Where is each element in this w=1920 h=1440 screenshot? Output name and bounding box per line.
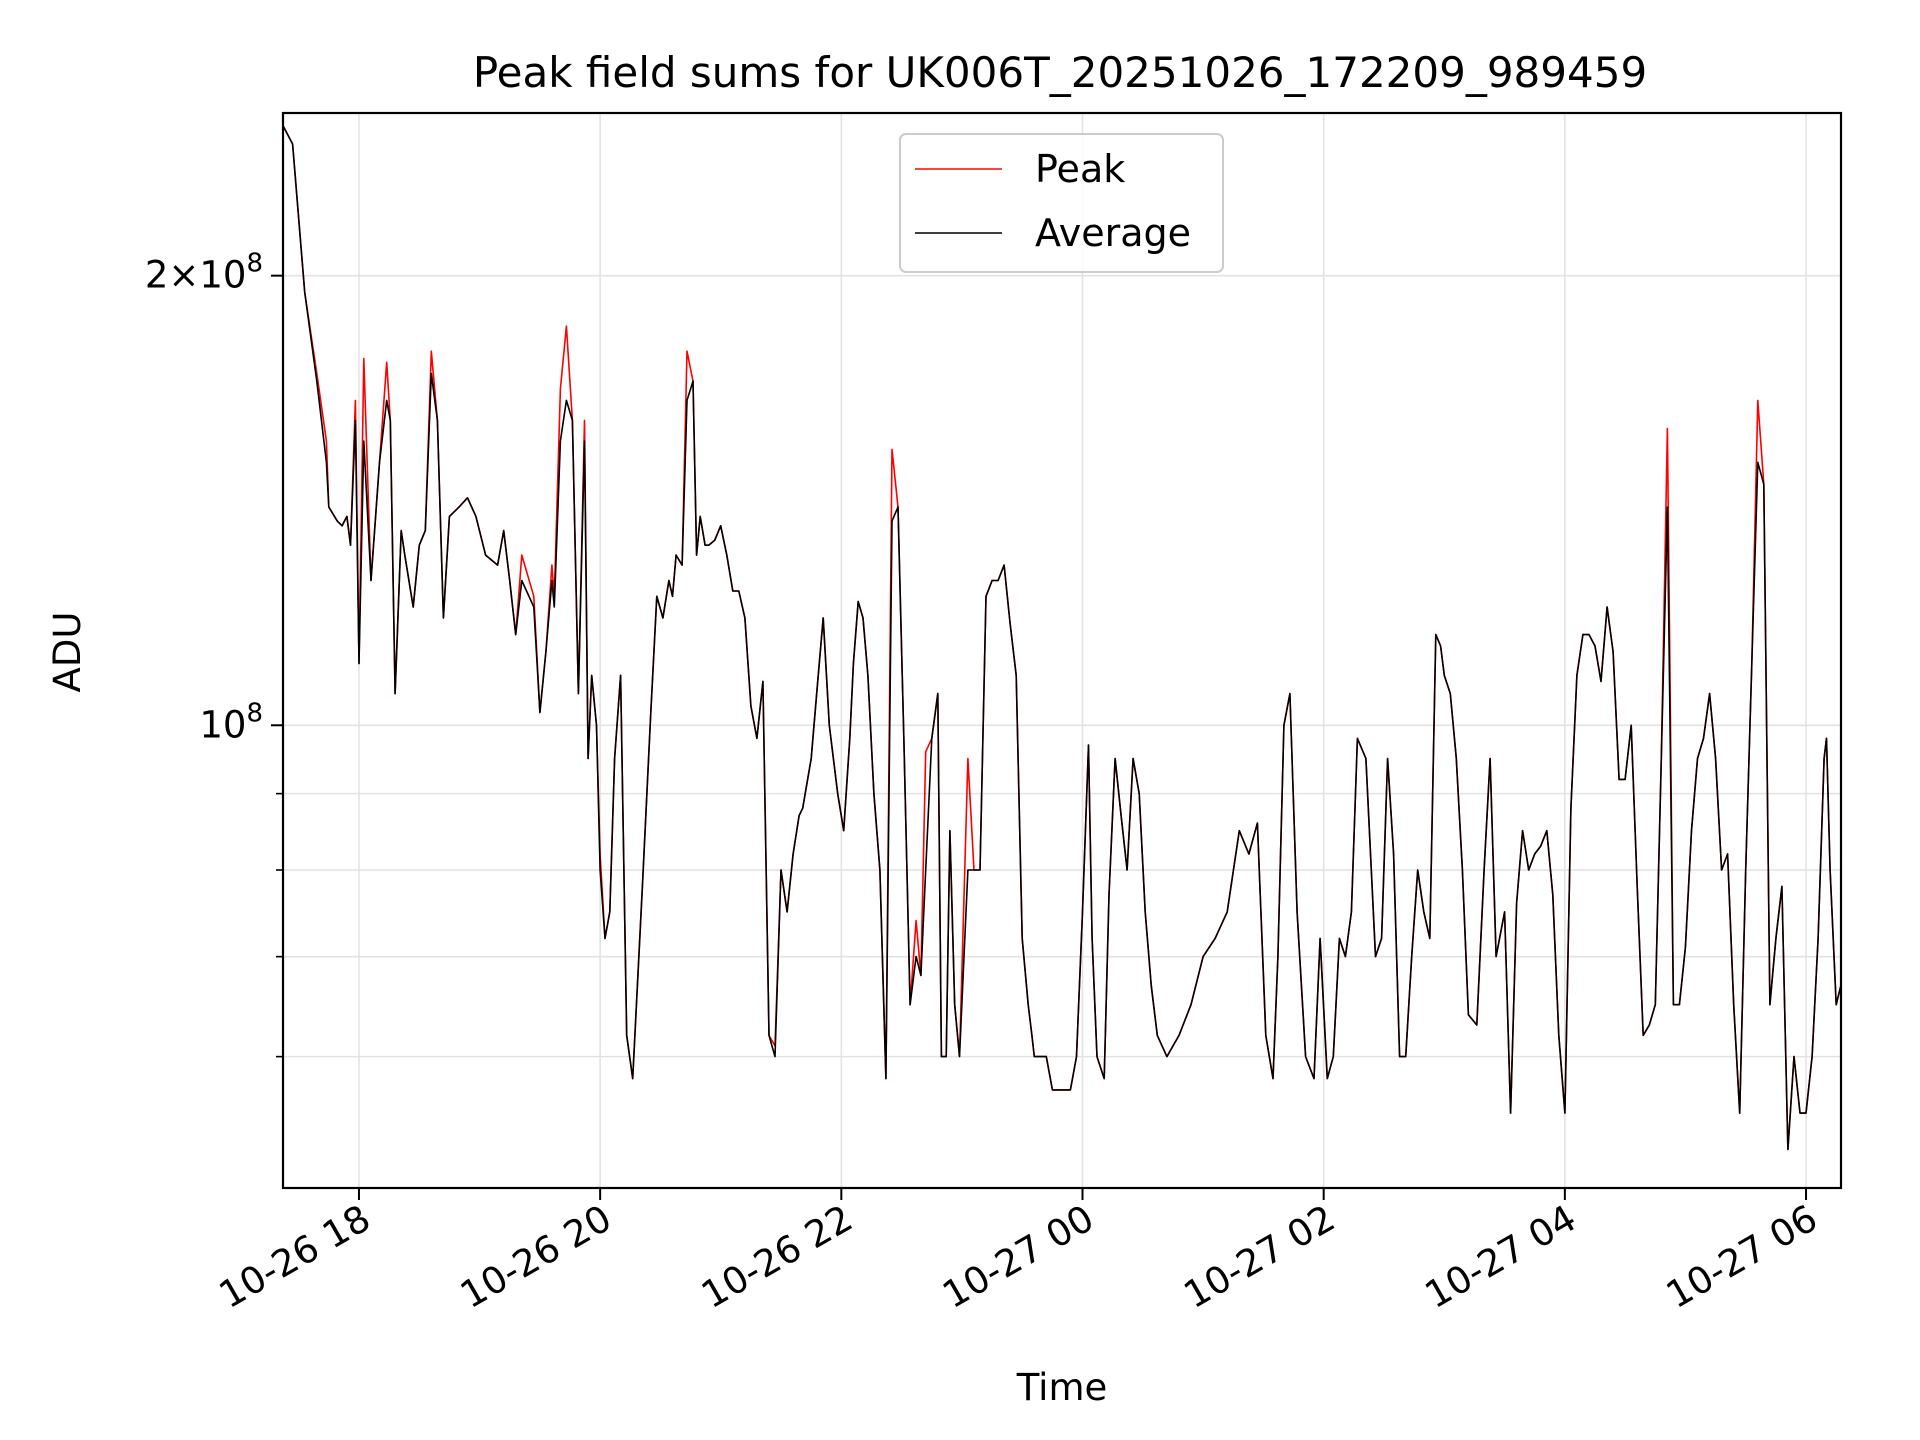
y-tick-label: 108 — [199, 698, 263, 746]
y-tick-label: 2×108 — [145, 249, 263, 297]
y-tick-base: 10 — [199, 703, 246, 746]
legend-average-label: Average — [1035, 211, 1191, 255]
legend-peak-label: Peak — [1035, 147, 1125, 191]
y-tick-base: 10 — [199, 254, 246, 297]
y-tick-exponent: 8 — [246, 698, 263, 728]
grid-lines — [283, 113, 1841, 1188]
y-axis-label: ADU — [46, 612, 89, 693]
series-lines — [282, 125, 1842, 1151]
y-tick-exponent: 8 — [246, 249, 263, 279]
chart-title: Peak field sums for UK006T_20251026_1722… — [473, 48, 1647, 97]
y-tick-mantissa: 2× — [145, 254, 200, 297]
plot-frame — [281, 111, 1843, 1190]
series-line-average — [282, 125, 1842, 1151]
x-axis-label: Time — [1016, 1366, 1108, 1409]
legend: Peak Average — [899, 133, 1224, 273]
